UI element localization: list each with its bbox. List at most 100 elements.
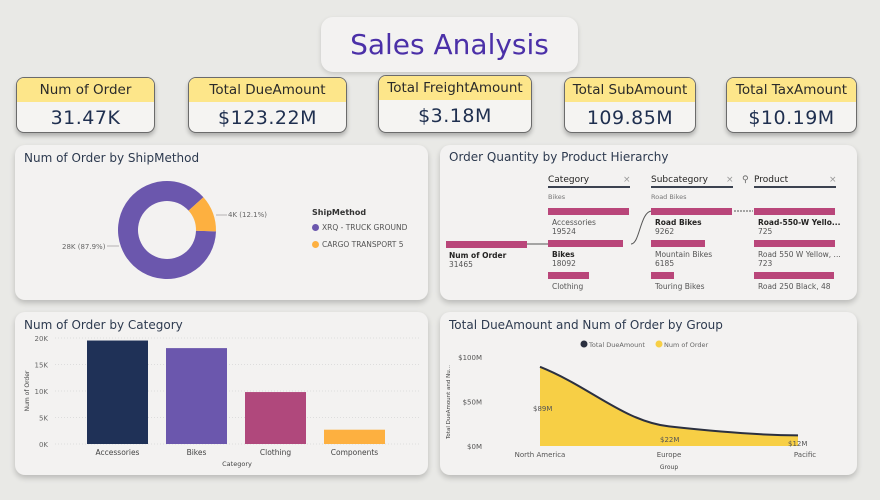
tree-node-bar[interactable] [754,240,835,247]
x-tick-label: Components [331,448,379,457]
tree-node-value: 18092 [552,259,576,268]
tree-node-value: 723 [758,259,773,268]
kpi-label: Total TaxAmount [727,78,856,102]
tree-node-label: Road Bikes [655,218,702,227]
root-bar[interactable] [446,241,527,248]
bar-clothing [245,392,306,444]
y-tick-label: $100M [458,354,482,362]
x-tick-label: Europe [657,451,682,459]
panel-title: Order Quantity by Product Hierarchy [449,150,669,164]
level-header[interactable]: Subcategory [651,175,733,188]
root-value: 31465 [449,260,473,269]
tree-node-label: Accessories [552,218,596,227]
panel-title: Num of Order by Category [24,318,183,332]
line-total-dueamount [539,365,799,437]
dashboard-title: Sales Analysis [321,17,578,72]
kpi-card[interactable]: Total SubAmount 109.85M [564,77,696,133]
hierarchy-panel[interactable]: Order Quantity by Product Hierarchy Num … [440,145,857,300]
donut-slice [118,181,216,279]
tree-node-value: 6185 [655,259,675,268]
kpi-card[interactable]: Total FreightAmount $3.18M [378,75,532,133]
group-panel[interactable]: Total DueAmount and Num of Order by Grou… [440,312,857,475]
tree-node-bar[interactable] [754,208,835,215]
level-header[interactable]: Category [548,175,630,188]
y-tick-label: $0M [467,443,482,451]
legend-dot-icon [580,340,588,348]
x-tick-label: Pacific [794,451,816,459]
tree-node-label: Road 250 Black, 48 [758,282,831,291]
root-label: Num of Order [449,251,507,260]
y-tick-label: $50M [463,399,482,407]
legend-item[interactable]: XRQ - TRUCK GROUND [312,223,407,232]
tree-node-label: Bikes [552,250,575,259]
legend-dot-icon [312,241,319,248]
y-tick-label: 20K [35,335,49,343]
bar-components [324,429,385,444]
bar-bikes [166,348,227,444]
category-panel[interactable]: Num of Order by Category 0K 5K 10K 15K 20K Ac… [15,312,428,475]
tree-node-value: 9262 [655,227,675,236]
tree-node-bar[interactable] [651,272,675,279]
slice-label: 28K (87.9%) [62,243,106,251]
legend-item[interactable]: CARGO TRANSPORT 5 [312,240,404,249]
data-label: $12M [788,440,807,448]
data-label: $22M [660,436,679,444]
close-icon[interactable]: × [829,175,837,185]
tree-node-bar[interactable] [651,240,706,247]
kpi-card[interactable]: Num of Order 31.47K [16,77,155,133]
legend-item: Total DueAmount [588,341,645,349]
y-tick-label: 15K [35,362,49,370]
tree-node-bar[interactable] [548,208,629,215]
x-tick-label: Clothing [260,448,291,457]
x-axis-title: Group [660,464,678,471]
tree-node-bar[interactable] [548,240,624,247]
lightbulb-icon[interactable]: ⚲ [742,175,749,185]
x-tick-label: Bikes [187,448,207,457]
bar-accessories [87,340,148,444]
shipmethod-panel[interactable]: Num of Order by ShipMethod ShipMethod XR… [15,145,428,300]
level-filter: Road Bikes [651,193,687,201]
legend-title: ShipMethod [312,208,367,217]
legend-item: Num of Order [664,341,709,349]
tree-node-bar[interactable] [754,272,835,279]
tree-node-bar[interactable] [651,208,732,215]
bar-chart: 0K 5K 10K 15K 20K Accessories Bikes Clothing Com… [24,335,420,468]
tree-node-bar[interactable] [548,272,589,279]
close-icon[interactable]: × [726,175,734,185]
y-tick-label: 0K [39,441,48,449]
donut-slice [188,197,216,232]
tree-node-value: 19524 [552,227,576,236]
level-filter: Bikes [548,193,566,201]
tree-node-value: 725 [758,227,773,236]
kpi-label: Total SubAmount [565,78,695,102]
kpi-label: Total DueAmount [189,78,346,102]
kpi-label: Total FreightAmount [379,76,531,100]
kpi-value: $10.19M [748,107,835,129]
kpi-value: 109.85M [586,107,674,129]
kpi-card[interactable]: Total DueAmount $123.22M [188,77,347,133]
area-num-of-order [540,366,798,446]
legend-dot-icon [655,340,663,348]
data-label: $89M [533,405,552,413]
kpi-value: $3.18M [418,105,492,127]
x-tick-label: Accessories [96,448,140,457]
tree-node-label: Road 550 W Yellow, ... [758,250,841,259]
panel-title: Total DueAmount and Num of Order by Grou… [449,318,723,332]
y-tick-label: 10K [35,388,49,396]
y-tick-label: 5K [39,415,48,423]
level-header[interactable]: Product [754,175,836,188]
y-axis-title: Num of Order [24,370,31,411]
tree-node-label: Mountain Bikes [655,250,713,259]
kpi-label: Num of Order [17,78,154,102]
donut-chart [107,181,227,279]
y-axis-title: Total DueAmount and Nu... [446,365,452,440]
panel-title: Num of Order by ShipMethod [24,151,200,165]
kpi-card[interactable]: Total TaxAmount $10.19M [726,77,857,133]
legend-dot-icon [312,224,319,231]
kpi-value: $123.22M [218,107,317,129]
tree-node-label: Clothing [552,282,584,291]
slice-label: 4K (12.1%) [228,211,267,219]
area-chart: $0M $50M $100M North America Europe Pacific $8… [446,340,816,471]
tree-node-label: Road-550-W Yello... [758,218,841,227]
close-icon[interactable]: × [623,175,631,185]
